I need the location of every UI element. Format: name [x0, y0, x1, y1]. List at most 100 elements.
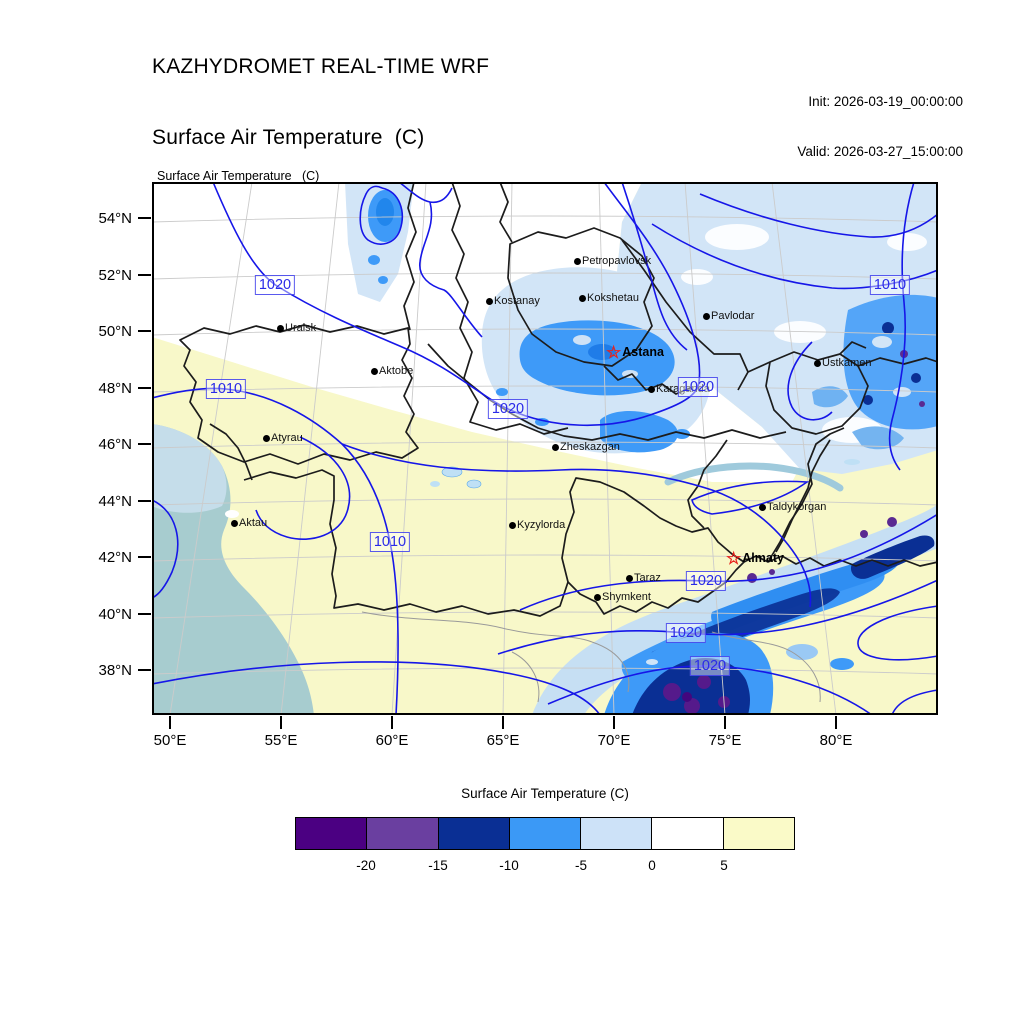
colorbar-cell: [366, 817, 439, 850]
lon-label: 60°E: [375, 732, 409, 749]
lat-tick: [138, 556, 151, 558]
city-label: Kokshetau: [587, 292, 639, 304]
isobar-label: 1020: [689, 656, 731, 676]
city-dot-icon: [231, 520, 238, 527]
isobar-label: 1020: [677, 377, 719, 397]
city-marker-atyrau: Atyrau: [263, 433, 303, 444]
lat-label: 38°N: [98, 662, 132, 679]
map-subtitle-line-1: Surface Air Temperature (C): [157, 169, 320, 183]
city-label: Kostanay: [494, 295, 540, 307]
city-dot-icon: [509, 522, 516, 529]
city-label: Zheskazgan: [560, 441, 620, 453]
isobar-label: 1020: [665, 623, 707, 643]
colorbar-tick-label: -15: [428, 858, 448, 873]
lat-label: 52°N: [98, 267, 132, 284]
lat-tick: [138, 669, 151, 671]
colorbar-tick-label: -10: [499, 858, 519, 873]
mountain-cold-bands: [532, 294, 938, 715]
lat-tick: [138, 443, 151, 445]
city-marker-shymkent: Shymkent: [594, 592, 651, 603]
colorbar-cell: [295, 817, 368, 850]
city-marker-astana: ☆ Astana: [606, 344, 664, 361]
city-marker-ustkamen: Ustkamen: [814, 358, 872, 369]
lat-label: 40°N: [98, 606, 132, 623]
pressure-contours: [152, 182, 938, 715]
city-label: Taraz: [634, 572, 661, 584]
lon-label: 55°E: [264, 732, 298, 749]
isobar-label: 1020: [487, 399, 529, 419]
lon-tick: [502, 716, 504, 729]
isobar-label: 1020: [254, 275, 296, 295]
lat-label: 50°N: [98, 323, 132, 340]
city-label: Uralsk: [285, 322, 317, 334]
city-label: Atyrau: [271, 432, 303, 444]
city-marker-karaganda: Karaganda: [648, 384, 710, 395]
title-line-2: Surface Air Temperature (C): [152, 125, 425, 149]
lon-label: 70°E: [597, 732, 631, 749]
colorbar-cell: [508, 817, 582, 850]
city-label: Petropavlovsk: [582, 255, 652, 267]
lon-tick: [280, 716, 282, 729]
city-marker-aktau: Aktau: [231, 518, 267, 529]
colorbar-tick-label: 0: [648, 858, 656, 873]
city-marker-almaty: ☆ Almaty: [726, 550, 784, 567]
water-bodies: [152, 424, 860, 715]
lat-label: 44°N: [98, 493, 132, 510]
lat-tick: [138, 274, 151, 276]
city-marker-uralsk: Uralsk: [277, 323, 316, 334]
city-dot-icon: [371, 368, 378, 375]
city-star-icon: ☆: [606, 342, 622, 362]
colorbar-cell: [722, 817, 795, 850]
city-marker-pavlodar: Pavlodar: [703, 311, 754, 322]
lon-tick: [835, 716, 837, 729]
title-line-1: KAZHYDROMET REAL-TIME WRF: [152, 55, 490, 78]
lat-tick: [138, 330, 151, 332]
city-label: Shymkent: [602, 591, 651, 603]
lat-label: 48°N: [98, 380, 132, 397]
colorbar-cell: [651, 817, 724, 850]
city-dot-icon: [552, 444, 559, 451]
lon-label: 50°E: [153, 732, 187, 749]
city-dot-icon: [574, 258, 581, 265]
map-canvas: [152, 182, 938, 715]
city-marker-kokshetau: Kokshetau: [579, 293, 639, 304]
lon-tick: [613, 716, 615, 729]
city-dot-icon: [594, 594, 601, 601]
isobar-label: 1010: [369, 532, 411, 552]
map-frame: [152, 182, 938, 715]
lat-tick: [138, 217, 151, 219]
city-label: Almaty: [742, 551, 784, 565]
city-dot-icon: [486, 298, 493, 305]
city-label: Pavlodar: [711, 310, 755, 322]
city-dot-icon: [648, 386, 655, 393]
isobar-label: 1010: [869, 275, 911, 295]
city-dot-icon: [579, 295, 586, 302]
lat-label: 46°N: [98, 436, 132, 453]
city-marker-kostanay: Kostanay: [486, 296, 540, 307]
city-marker-petropavlovsk: Petropavlovsk: [574, 256, 651, 267]
colorbar: [295, 817, 795, 850]
city-marker-taldykorgan: Taldykorgan: [759, 502, 826, 513]
lon-tick: [169, 716, 171, 729]
city-label: Ustkamen: [822, 357, 872, 369]
city-star-icon: ☆: [726, 548, 742, 568]
city-label: Kyzylorda: [517, 519, 566, 531]
temperature-fill-layer: [152, 182, 938, 715]
lon-label: 75°E: [708, 732, 742, 749]
region-borders: [179, 182, 938, 617]
lon-tick: [391, 716, 393, 729]
map-graphic: [152, 182, 938, 715]
city-dot-icon: [814, 360, 821, 367]
init-time: Init: 2026-03-19_00:00:00: [808, 94, 963, 109]
city-marker-aktobe: Aktobe: [371, 366, 413, 377]
lon-label: 65°E: [486, 732, 520, 749]
city-dot-icon: [263, 435, 270, 442]
colorbar-cell: [580, 817, 653, 850]
valid-time: Valid: 2026-03-27_15:00:00: [797, 143, 963, 159]
run-time-info: Init: 2026-03-19_00:00:00 Valid: 2026-03…: [663, 61, 963, 193]
city-label: Karaganda: [656, 383, 710, 395]
isobar-label: 1010: [205, 379, 247, 399]
city-dot-icon: [277, 325, 284, 332]
city-dot-icon: [626, 575, 633, 582]
